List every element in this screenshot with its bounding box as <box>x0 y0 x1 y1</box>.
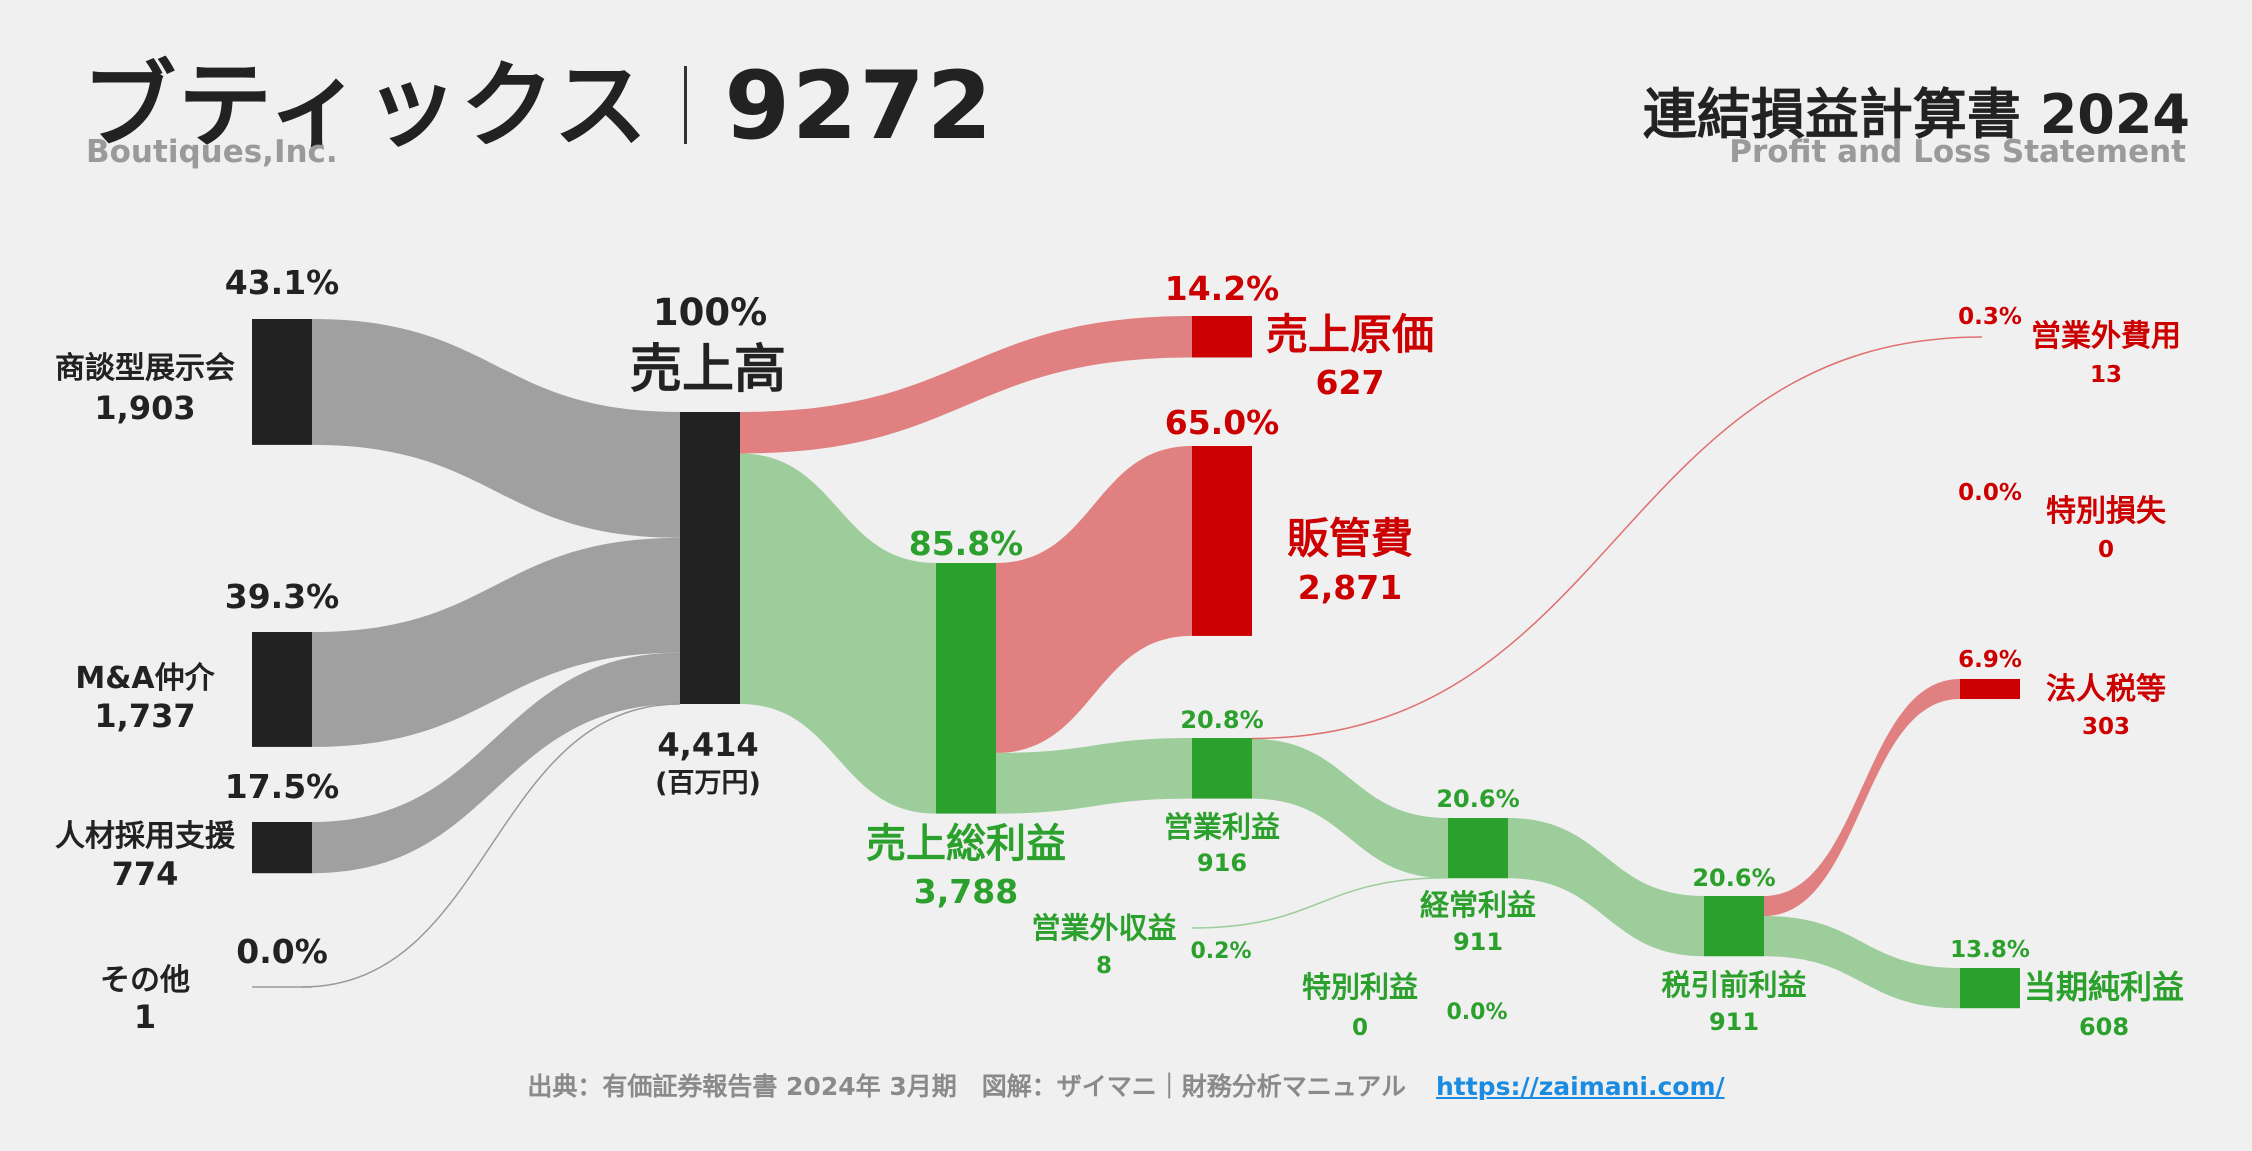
operating-profit-bar <box>1192 738 1252 799</box>
flow-seg3-revenue <box>312 652 680 874</box>
flow-pretax-tax <box>1764 679 1960 917</box>
footer-link[interactable]: https://zaimani.com/ <box>1435 1072 1725 1101</box>
flow-op-ordinary <box>1252 738 1448 879</box>
flow-gross-sga <box>996 446 1192 753</box>
cogs-bar <box>1192 316 1252 358</box>
label-tax: 法人税等 <box>2046 672 2166 707</box>
label-seg2: M&A仲介 <box>75 661 215 696</box>
flow-op-nonop-expense <box>1251 336 1983 740</box>
value-nonop-expense: 13 <box>2090 362 2122 388</box>
title-divider <box>683 66 687 144</box>
pct-seg2: 39.3% <box>225 577 340 616</box>
flow-nonop-income-ordinary <box>1191 877 1449 929</box>
label-pretax-profit: 税引前利益 <box>1661 968 1806 1002</box>
value-seg2: 1,737 <box>94 697 195 735</box>
value-seg1: 1,903 <box>94 389 195 427</box>
value-cogs: 627 <box>1316 363 1385 402</box>
pct-sga: 65.0% <box>1165 403 1280 442</box>
value-nonop-income: 8 <box>1096 953 1112 979</box>
pct-gross-profit: 85.8% <box>909 524 1024 563</box>
pct-operating-profit: 20.8% <box>1180 706 1263 734</box>
label-nonop-expense: 営業外費用 <box>2031 319 2181 354</box>
flow-seg4-revenue <box>301 703 681 988</box>
label-nonop-income: 営業外収益 <box>1031 911 1176 945</box>
value-seg3: 774 <box>112 855 179 893</box>
statement-title-jp: 連結損益計算書 2024 <box>1642 83 2190 146</box>
statement-title-en: Profit and Loss Statement <box>1729 134 2186 170</box>
value-revenue: 4,414 <box>657 726 758 764</box>
pretax-profit-bar <box>1704 896 1764 957</box>
footer-source: 出典：有価証券報告書 2024年 3月期 図解：ザイマニ｜財務分析マニュアル <box>527 1072 1406 1101</box>
company-name-en: Boutiques,Inc. <box>86 134 338 170</box>
pct-pretax-profit: 20.6% <box>1692 864 1775 892</box>
flow-pretax-net <box>1764 916 1960 1009</box>
gross-profit-bar <box>936 563 996 814</box>
pct-revenue: 100% <box>653 291 767 334</box>
label-seg4: その他 <box>100 963 190 998</box>
pct-extraordinary-loss: 0.0% <box>1958 480 2022 506</box>
flow-revenue-cogs <box>740 316 1192 454</box>
flow-seg1-revenue <box>312 319 680 538</box>
pct-nonop-expense: 0.3% <box>1958 304 2022 330</box>
ordinary-profit-bar <box>1448 818 1508 879</box>
label-revenue: 売上高 <box>630 340 786 400</box>
revenue-bar <box>680 412 740 704</box>
value-ordinary-profit: 911 <box>1453 928 1503 956</box>
label-cogs: 売上原価 <box>1266 310 1434 359</box>
value-net-income: 608 <box>2079 1013 2129 1041</box>
label-sga: 販管費 <box>1287 514 1413 563</box>
flow-gross-op <box>996 738 1192 814</box>
segment-bar-seg2 <box>252 632 312 747</box>
flow-ordinary-pretax <box>1508 818 1704 957</box>
value-sga: 2,871 <box>1298 568 1402 607</box>
value-operating-profit: 916 <box>1197 849 1247 877</box>
label-seg1: 商談型展示会 <box>55 351 235 386</box>
value-gross-profit: 3,788 <box>914 872 1018 911</box>
label-operating-profit: 営業利益 <box>1164 810 1280 844</box>
flow-revenue-gross <box>740 453 936 814</box>
sga-bar <box>1192 446 1252 636</box>
pct-seg1: 43.1% <box>225 263 340 302</box>
ticker-code: 9272 <box>724 52 995 161</box>
pct-cogs: 14.2% <box>1165 269 1280 308</box>
pct-net-income: 13.8% <box>1950 937 2030 963</box>
pct-tax: 6.9% <box>1958 647 2022 673</box>
company-title: ブティックス 9272 <box>82 30 994 166</box>
segment-bar-seg3 <box>252 822 312 874</box>
label-extraordinary-income: 特別利益 <box>1302 970 1418 1004</box>
unit-label: (百万円) <box>655 768 761 799</box>
flow-seg2-revenue <box>312 537 680 747</box>
pct-nonop-income: 0.2% <box>1190 939 1251 964</box>
company-name-jp: ブティックス <box>82 52 650 161</box>
segment-bar-seg1 <box>252 319 312 445</box>
label-seg3: 人材採用支援 <box>55 819 236 854</box>
label-net-income: 当期純利益 <box>2024 968 2184 1006</box>
value-extraordinary-loss: 0 <box>2098 537 2114 563</box>
label-extraordinary-loss: 特別損失 <box>2046 494 2167 529</box>
pct-extraordinary-income: 0.0% <box>1446 1000 1507 1025</box>
pct-ordinary-profit: 20.6% <box>1436 785 1519 813</box>
value-extraordinary-income: 0 <box>1352 1015 1368 1041</box>
label-ordinary-profit: 経常利益 <box>1420 888 1536 922</box>
value-seg4: 1 <box>134 998 156 1036</box>
footer: 出典：有価証券報告書 2024年 3月期 図解：ザイマニ｜財務分析マニュアル ht… <box>0 1067 2252 1103</box>
value-pretax-profit: 911 <box>1709 1008 1759 1036</box>
label-gross-profit: 売上総利益 <box>866 821 1066 867</box>
tax-bar <box>1960 679 2020 700</box>
pct-seg4: 0.0% <box>236 932 328 971</box>
pct-seg3: 17.5% <box>225 767 340 806</box>
net-income-bar <box>1960 968 2020 1009</box>
value-tax: 303 <box>2082 714 2130 740</box>
